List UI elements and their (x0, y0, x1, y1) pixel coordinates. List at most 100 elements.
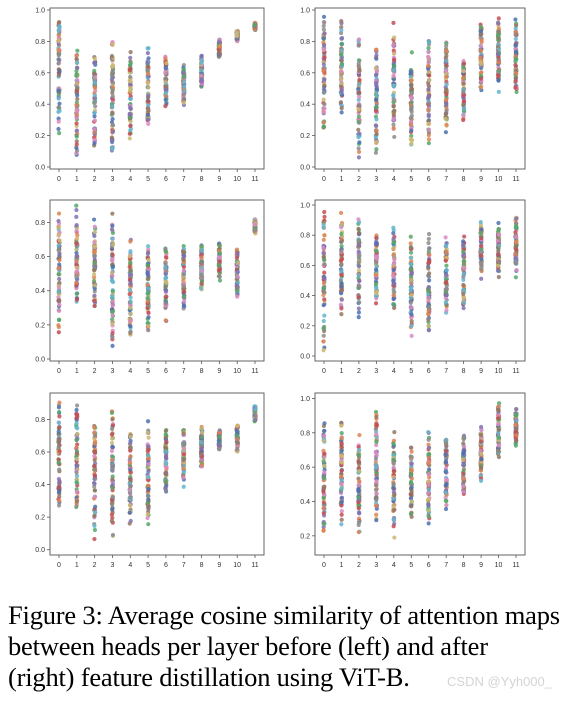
scatter-point (235, 260, 240, 265)
scatter-point (163, 294, 168, 300)
scatter-point (391, 246, 396, 251)
scatter-point (74, 412, 79, 417)
scatter-point (391, 83, 396, 88)
scatter-point (392, 35, 397, 40)
scatter-point (146, 291, 151, 296)
scatter-point (74, 115, 79, 120)
scatter-point (409, 485, 414, 490)
scatter-point (56, 420, 61, 425)
scatter-point (408, 122, 414, 128)
scatter-point (391, 296, 396, 302)
scatter-point (513, 85, 518, 90)
scatter-point (127, 131, 132, 136)
x-tick-label: 1 (75, 562, 79, 569)
scatter-point (198, 261, 204, 266)
x-tick-label: 8 (200, 562, 204, 569)
scatter-point (426, 278, 432, 283)
scatter-point (110, 63, 116, 69)
scatter-point (339, 89, 344, 94)
scatter-point (479, 247, 484, 252)
scatter-point (74, 81, 80, 86)
scatter-point (145, 515, 150, 521)
scatter-point (443, 453, 448, 458)
scatter-point (462, 234, 467, 239)
scatter-point (93, 75, 98, 80)
scatter-point (110, 273, 115, 279)
scatter-point (57, 20, 62, 25)
scatter-point (182, 299, 187, 304)
scatter-point (426, 288, 431, 293)
scatter-point (339, 273, 344, 278)
y-tick-label: 0.4 (35, 102, 45, 109)
scatter-point (374, 260, 379, 265)
scatter-point (110, 462, 115, 468)
scatter-point (356, 230, 362, 236)
scatter-point (92, 114, 97, 119)
scatter-point (181, 442, 186, 447)
scatter-point (496, 69, 502, 74)
scatter-point (478, 44, 484, 49)
x-tick-label: 0 (57, 176, 61, 183)
scatter-point (513, 49, 519, 54)
x-tick-label: 0 (322, 368, 326, 375)
scatter-point (128, 119, 133, 124)
scatter-point (110, 223, 115, 228)
scatter-point (356, 149, 362, 154)
scatter-point (92, 303, 97, 309)
scatter-point (128, 268, 133, 273)
scatter-point (163, 461, 169, 466)
scatter-point (128, 105, 133, 111)
scatter-point (128, 454, 133, 459)
scatter-point (74, 72, 79, 77)
scatter-point (75, 86, 80, 91)
scatter-point (74, 416, 79, 421)
scatter-point (145, 263, 150, 268)
scatter-point (110, 331, 115, 336)
scatter-point (216, 438, 221, 443)
scatter-point (374, 97, 379, 103)
scatter-point (356, 82, 362, 87)
scatter-point (57, 238, 62, 243)
y-tick-label: 0.8 (35, 417, 45, 424)
scatter-point (392, 63, 397, 69)
scatter-point (74, 134, 79, 139)
scatter-point (74, 499, 79, 504)
scatter-point (478, 478, 484, 484)
scatter-point (217, 447, 222, 452)
panel-row3-right: 0.20.40.60.81.00 1 2 3 4 5 6 7 8 9 10 11 (300, 392, 526, 569)
scatter-point (321, 23, 326, 29)
scatter-point (339, 41, 344, 46)
scatter-point (92, 137, 97, 142)
scatter-point (128, 112, 133, 117)
scatter-point (478, 76, 483, 81)
scatter-point (356, 452, 361, 458)
scatter-point (109, 138, 115, 143)
scatter-point (321, 459, 326, 464)
scatter-point (322, 270, 327, 275)
scatter-point (374, 497, 379, 502)
scatter-point (321, 303, 326, 308)
scatter-point (339, 288, 344, 293)
scatter-point (426, 95, 431, 100)
x-tick-label: 6 (427, 562, 431, 569)
scatter-point (443, 116, 448, 122)
x-tick-label: 8 (200, 176, 204, 183)
scatter-point (322, 463, 327, 468)
scatter-point (496, 78, 501, 83)
scatter-point (391, 73, 396, 78)
scatter-point (392, 305, 397, 311)
scatter-point (426, 60, 431, 65)
scatter-point (110, 211, 115, 216)
panel-row1-left: 0.00.20.40.60.81.00 1 2 3 4 5 6 7 8 9 10 11 (35, 8, 265, 183)
scatter-point (373, 503, 379, 508)
scatter-point (163, 486, 168, 491)
scatter-point (322, 470, 327, 475)
scatter-point (110, 294, 115, 299)
scatter-point (427, 271, 432, 276)
scatter-point (513, 423, 518, 428)
scatter-point (478, 55, 483, 60)
scatter-point (146, 505, 151, 510)
scatter-point (146, 121, 151, 126)
scatter-point (339, 512, 344, 517)
scatter-point (92, 463, 97, 469)
